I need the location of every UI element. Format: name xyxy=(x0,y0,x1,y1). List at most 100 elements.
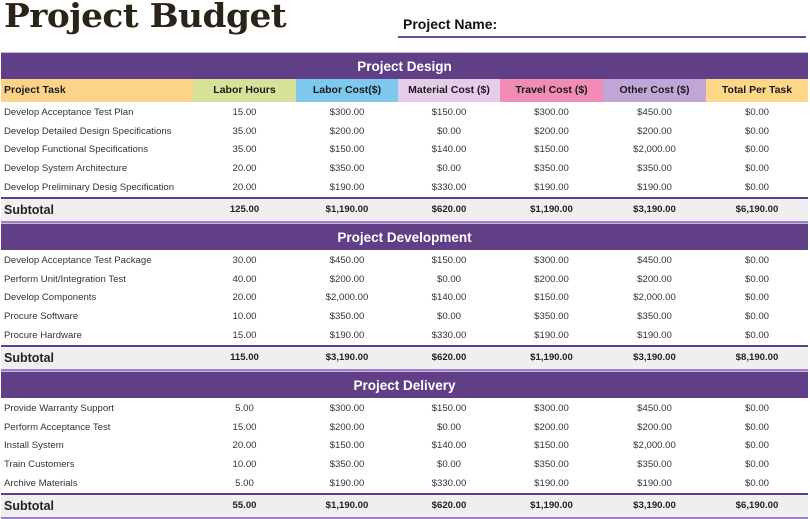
task-name[interactable]: Develop Preliminary Desig Specification xyxy=(4,182,175,194)
labor-cost[interactable]: $150.00 xyxy=(329,144,365,156)
labor-hours[interactable]: 15.00 xyxy=(232,106,257,118)
other-cost[interactable]: $350.00 xyxy=(637,163,672,175)
other-cost[interactable]: $200.00 xyxy=(637,421,672,433)
labor-cost[interactable]: $300.00 xyxy=(329,106,365,118)
task-name[interactable]: Install System xyxy=(4,440,64,452)
task-name[interactable]: Perform Acceptance Test xyxy=(4,421,111,433)
other-cost[interactable]: $450.00 xyxy=(637,254,672,266)
material-cost[interactable]: $140.00 xyxy=(431,292,467,304)
travel-cost[interactable]: $300.00 xyxy=(534,254,569,266)
labor-cost[interactable]: $2,000.00 xyxy=(325,292,369,304)
total-per-task[interactable]: $0.00 xyxy=(744,144,769,156)
labor-cost[interactable]: $190.00 xyxy=(329,478,365,490)
other-cost[interactable]: $350.00 xyxy=(637,311,672,323)
labor-hours[interactable]: 5.00 xyxy=(235,478,254,490)
task-name[interactable]: Archive Materials xyxy=(4,478,78,490)
total-per-task[interactable]: $0.00 xyxy=(744,182,769,194)
travel-cost[interactable]: $350.00 xyxy=(534,163,569,175)
task-name[interactable]: Develop Components xyxy=(4,292,97,304)
total-per-task[interactable]: $0.00 xyxy=(744,106,769,118)
task-name[interactable]: Develop Acceptance Test Plan xyxy=(4,106,134,118)
material-cost[interactable]: $150.00 xyxy=(431,402,467,414)
travel-cost[interactable]: $200.00 xyxy=(534,421,569,433)
labor-cost[interactable]: $350.00 xyxy=(329,459,365,471)
travel-cost[interactable]: $350.00 xyxy=(534,459,569,471)
labor-cost[interactable]: $200.00 xyxy=(329,421,365,433)
labor-hours[interactable]: 35.00 xyxy=(232,144,257,156)
labor-cost[interactable]: $190.00 xyxy=(329,182,365,194)
task-name[interactable]: Train Customers xyxy=(4,459,75,471)
labor-hours[interactable]: 15.00 xyxy=(232,330,257,342)
other-cost[interactable]: $190.00 xyxy=(637,330,672,342)
total-per-task[interactable]: $0.00 xyxy=(744,273,769,285)
total-per-task[interactable]: $0.00 xyxy=(744,125,769,137)
total-per-task[interactable]: $0.00 xyxy=(744,163,769,175)
labor-hours[interactable]: 20.00 xyxy=(232,182,257,194)
labor-hours[interactable]: 20.00 xyxy=(232,292,257,304)
labor-hours[interactable]: 5.00 xyxy=(235,402,254,414)
material-cost[interactable]: $0.00 xyxy=(436,163,461,175)
travel-cost[interactable]: $150.00 xyxy=(534,292,569,304)
task-name[interactable]: Develop Detailed Design Specifications xyxy=(4,125,172,137)
travel-cost[interactable]: $190.00 xyxy=(534,330,569,342)
total-per-task[interactable]: $0.00 xyxy=(744,478,769,490)
task-name[interactable]: Develop Functional Specifications xyxy=(4,144,148,156)
total-per-task[interactable]: $0.00 xyxy=(744,330,769,342)
labor-cost[interactable]: $200.00 xyxy=(329,125,365,137)
task-name[interactable]: Provide Warranty Support xyxy=(4,402,115,414)
total-per-task[interactable]: $0.00 xyxy=(744,440,769,452)
labor-hours[interactable]: 30.00 xyxy=(232,254,257,266)
other-cost[interactable]: $450.00 xyxy=(637,402,672,414)
other-cost[interactable]: $2,000.00 xyxy=(633,440,676,452)
other-cost[interactable]: $200.00 xyxy=(637,125,672,137)
travel-cost[interactable]: $300.00 xyxy=(534,106,569,118)
material-cost[interactable]: $330.00 xyxy=(431,330,467,342)
other-cost[interactable]: $2,000.00 xyxy=(633,292,676,304)
material-cost[interactable]: $150.00 xyxy=(431,254,467,266)
task-name[interactable]: Perform Unit/Integration Test xyxy=(4,273,126,285)
material-cost[interactable]: $150.00 xyxy=(431,106,467,118)
labor-cost[interactable]: $350.00 xyxy=(329,163,365,175)
labor-cost[interactable]: $450.00 xyxy=(329,254,365,266)
labor-cost[interactable]: $350.00 xyxy=(329,311,365,323)
other-cost[interactable]: $190.00 xyxy=(637,478,672,490)
material-cost[interactable]: $0.00 xyxy=(436,311,461,323)
other-cost[interactable]: $450.00 xyxy=(637,106,672,118)
total-per-task[interactable]: $0.00 xyxy=(744,421,769,433)
task-name[interactable]: Develop System Architecture xyxy=(4,163,128,175)
labor-hours[interactable]: 20.00 xyxy=(232,163,257,175)
travel-cost[interactable]: $200.00 xyxy=(534,125,569,137)
labor-hours[interactable]: 10.00 xyxy=(232,459,257,471)
travel-cost[interactable]: $300.00 xyxy=(534,402,569,414)
labor-hours[interactable]: 15.00 xyxy=(232,421,257,433)
total-per-task[interactable]: $0.00 xyxy=(744,254,769,266)
labor-cost[interactable]: $150.00 xyxy=(329,440,365,452)
travel-cost[interactable]: $350.00 xyxy=(534,311,569,323)
total-per-task[interactable]: $0.00 xyxy=(744,459,769,471)
other-cost[interactable]: $200.00 xyxy=(637,273,672,285)
material-cost[interactable]: $0.00 xyxy=(436,421,461,433)
total-per-task[interactable]: $0.00 xyxy=(744,292,769,304)
other-cost[interactable]: $2,000.00 xyxy=(633,144,676,156)
travel-cost[interactable]: $150.00 xyxy=(534,144,569,156)
labor-cost[interactable]: $300.00 xyxy=(329,402,365,414)
travel-cost[interactable]: $190.00 xyxy=(534,478,569,490)
material-cost[interactable]: $0.00 xyxy=(436,125,461,137)
other-cost[interactable]: $190.00 xyxy=(637,182,672,194)
labor-hours[interactable]: 10.00 xyxy=(232,311,257,323)
task-name[interactable]: Procure Software xyxy=(4,311,79,323)
task-name[interactable]: Develop Acceptance Test Package xyxy=(4,254,152,266)
material-cost[interactable]: $140.00 xyxy=(431,144,467,156)
labor-cost[interactable]: $190.00 xyxy=(329,330,365,342)
material-cost[interactable]: $0.00 xyxy=(436,273,461,285)
labor-hours[interactable]: 40.00 xyxy=(232,273,257,285)
material-cost[interactable]: $140.00 xyxy=(431,440,467,452)
total-per-task[interactable]: $0.00 xyxy=(744,311,769,323)
travel-cost[interactable]: $200.00 xyxy=(534,273,569,285)
labor-hours[interactable]: 20.00 xyxy=(232,440,257,452)
project-name-input[interactable] xyxy=(503,14,807,36)
travel-cost[interactable]: $190.00 xyxy=(534,182,569,194)
other-cost[interactable]: $350.00 xyxy=(637,459,672,471)
task-name[interactable]: Procure Hardware xyxy=(4,330,82,342)
material-cost[interactable]: $330.00 xyxy=(431,182,467,194)
